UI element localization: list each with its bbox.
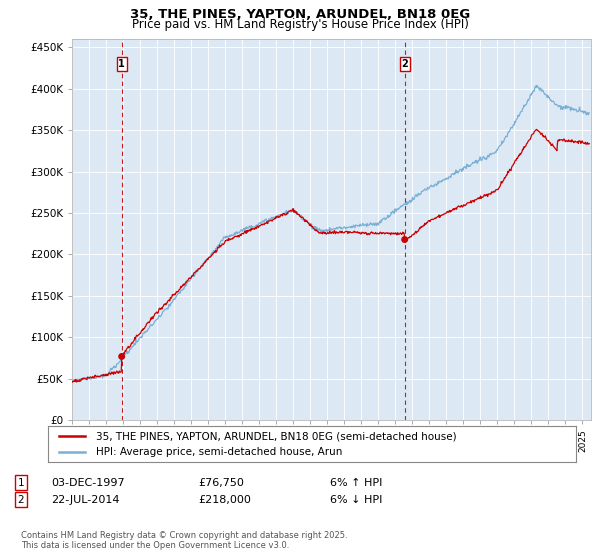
Text: 6% ↓ HPI: 6% ↓ HPI <box>330 494 382 505</box>
Point <box>400 235 409 244</box>
Text: Contains HM Land Registry data © Crown copyright and database right 2025.
This d: Contains HM Land Registry data © Crown c… <box>21 530 347 550</box>
Text: HPI: Average price, semi-detached house, Arun: HPI: Average price, semi-detached house,… <box>95 447 342 457</box>
Text: Price paid vs. HM Land Registry's House Price Index (HPI): Price paid vs. HM Land Registry's House … <box>131 18 469 31</box>
Text: 2: 2 <box>401 59 408 69</box>
Text: 22-JUL-2014: 22-JUL-2014 <box>51 494 119 505</box>
Text: 35, THE PINES, YAPTON, ARUNDEL, BN18 0EG: 35, THE PINES, YAPTON, ARUNDEL, BN18 0EG <box>130 8 470 21</box>
Text: 6% ↑ HPI: 6% ↑ HPI <box>330 478 382 488</box>
Text: 2: 2 <box>17 494 25 505</box>
Text: £218,000: £218,000 <box>198 494 251 505</box>
Text: £76,750: £76,750 <box>198 478 244 488</box>
Text: 1: 1 <box>118 59 125 69</box>
Text: 03-DEC-1997: 03-DEC-1997 <box>51 478 125 488</box>
Point <box>117 352 127 361</box>
Text: 35, THE PINES, YAPTON, ARUNDEL, BN18 0EG (semi-detached house): 35, THE PINES, YAPTON, ARUNDEL, BN18 0EG… <box>95 432 456 441</box>
Text: 1: 1 <box>17 478 25 488</box>
